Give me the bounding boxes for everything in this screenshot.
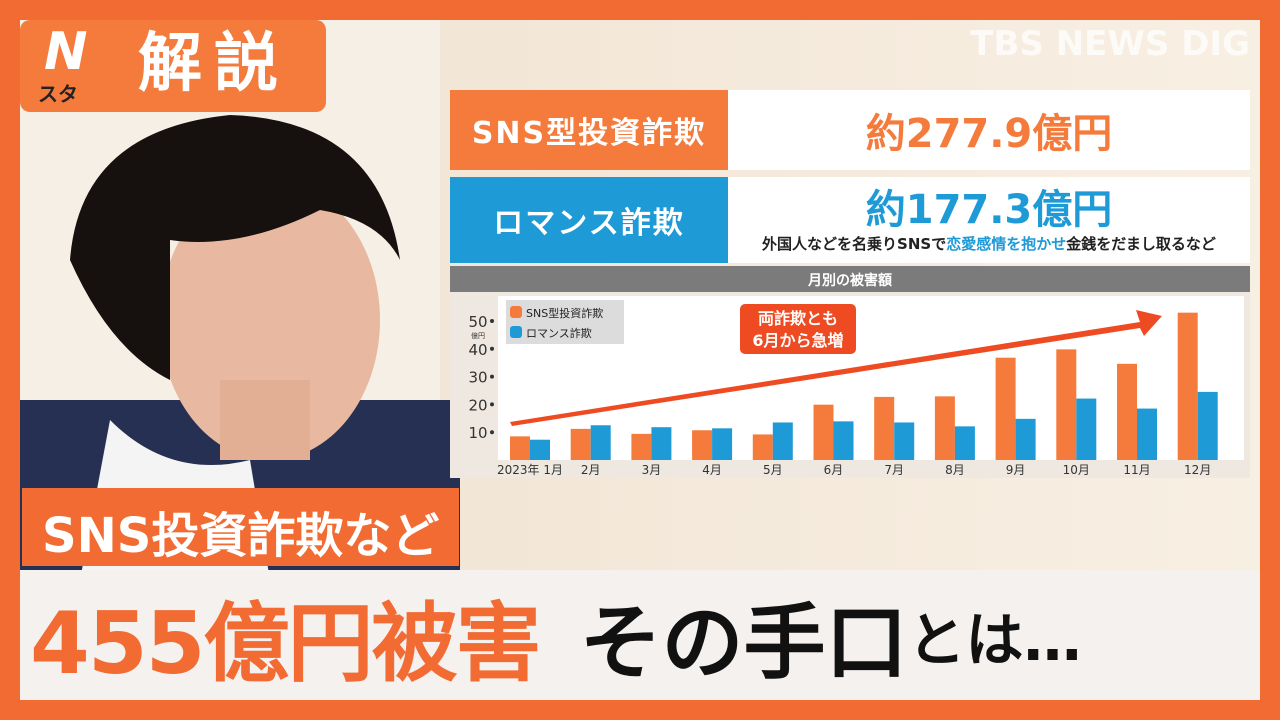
- legend-swatch: [510, 326, 522, 338]
- bar-sns: [752, 434, 773, 460]
- x-tick-label: 4月: [702, 463, 722, 477]
- y-tick-dot: [490, 430, 494, 435]
- x-tick-label: 10月: [1063, 463, 1090, 477]
- caption-main: 455億円被害 その手口 とは…: [20, 570, 1260, 700]
- note-highlight: 恋愛感情を抱かせ: [946, 234, 1067, 253]
- y-unit-label: 億円: [471, 331, 485, 340]
- bar-sns: [995, 357, 1016, 460]
- x-tick-label: 7月: [884, 463, 904, 477]
- bar-sns: [813, 404, 834, 460]
- x-tick-label: 6月: [824, 463, 844, 477]
- logo-letter: N: [44, 22, 88, 82]
- annotation-box: [740, 304, 856, 354]
- chart-title-bar: [450, 266, 1250, 292]
- x-tick-label: 2月: [581, 463, 601, 477]
- legend-swatch: [510, 306, 522, 318]
- summary-label: ロマンス詐欺: [450, 177, 728, 263]
- x-tick-label: 5月: [763, 463, 783, 477]
- bar-romance: [590, 425, 611, 460]
- bar-sns: [934, 396, 955, 460]
- bar-sns: [631, 433, 652, 460]
- summary-value: 約177.3億円: [865, 186, 1113, 233]
- bar-romance: [1015, 418, 1036, 460]
- summary-value-box: 約177.3億円 外国人などを名乗りSNSで恋愛感情を抱かせ金銭をだまし取るなど: [728, 177, 1250, 263]
- x-tick-label: 3月: [642, 463, 662, 477]
- bar-romance: [712, 428, 733, 460]
- bar-romance: [1137, 408, 1157, 460]
- bar-sns: [1056, 349, 1077, 460]
- bar-romance: [1076, 398, 1097, 460]
- note-pre: 外国人などを名乗りSNSで: [762, 234, 947, 253]
- logo-title: 解説: [138, 27, 290, 101]
- caption-headline: 455億円被害: [30, 593, 542, 694]
- note-post: 金銭をだまし取るなど: [1066, 234, 1216, 253]
- bar-sns: [510, 436, 530, 460]
- summary-sns-investment: SNS型投資詐欺 約277.9億円: [450, 90, 1250, 170]
- x-tick-label: 8月: [945, 463, 965, 477]
- bar-romance: [772, 422, 793, 460]
- y-tick-label: 20: [468, 396, 487, 414]
- summary-label: SNS型投資詐欺: [450, 90, 728, 170]
- y-tick-dot: [490, 319, 494, 323]
- y-tick-dot: [490, 374, 494, 379]
- y-tick-label: 30: [468, 369, 487, 387]
- logo-sub: スタ: [38, 82, 78, 106]
- watermark: TBS NEWS DIG: [970, 24, 1250, 64]
- annotation-text: 両詐欺とも: [758, 309, 838, 328]
- bar-romance: [530, 439, 550, 460]
- x-tick-label: 12月: [1184, 463, 1211, 477]
- y-tick-dot: [490, 402, 494, 407]
- y-tick-label: 40: [468, 341, 487, 359]
- y-tick-dot: [490, 346, 494, 351]
- bar-romance: [833, 421, 854, 460]
- y-tick-label: 50: [468, 313, 487, 331]
- bar-sns: [570, 428, 591, 460]
- chart-title: 月別の被害額: [807, 272, 892, 289]
- x-tick-label: 11月: [1123, 463, 1150, 477]
- caption-sub-tail: とは…: [907, 606, 1082, 674]
- y-tick-label: 10: [468, 424, 487, 442]
- summary-note: 外国人などを名乗りSNSで恋愛感情を抱かせ金銭をだまし取るなど: [762, 233, 1216, 254]
- caption-sub: その手口: [579, 595, 908, 691]
- legend: [506, 300, 624, 344]
- legend-label: SNS型投資詐欺: [526, 306, 603, 320]
- summary-value: 約277.9億円: [865, 111, 1113, 157]
- annotation-text: 6月から急増: [752, 331, 843, 350]
- bar-romance: [954, 426, 975, 460]
- bar-romance: [651, 427, 672, 460]
- legend-label: ロマンス詐欺: [526, 326, 592, 340]
- bar-romance: [1197, 391, 1218, 460]
- x-tick-label: 9月: [1006, 463, 1026, 477]
- x-tick-label: 2023年 1月: [497, 463, 563, 477]
- caption-top: SNS投資詐欺など: [22, 488, 460, 566]
- summary-romance: ロマンス詐欺 約177.3億円 外国人などを名乗りSNSで恋愛感情を抱かせ金銭を…: [450, 177, 1250, 263]
- bar-sns: [1117, 363, 1137, 460]
- bar-sns: [692, 430, 713, 460]
- bar-sns: [874, 396, 895, 460]
- bar-sns: [1177, 312, 1198, 460]
- trend-arrow: [510, 310, 1162, 426]
- summary-value-box: 約277.9億円: [728, 90, 1250, 170]
- nsuta-kaisetsu-logo: N スタ 解説: [20, 20, 326, 112]
- bar-romance: [894, 422, 915, 460]
